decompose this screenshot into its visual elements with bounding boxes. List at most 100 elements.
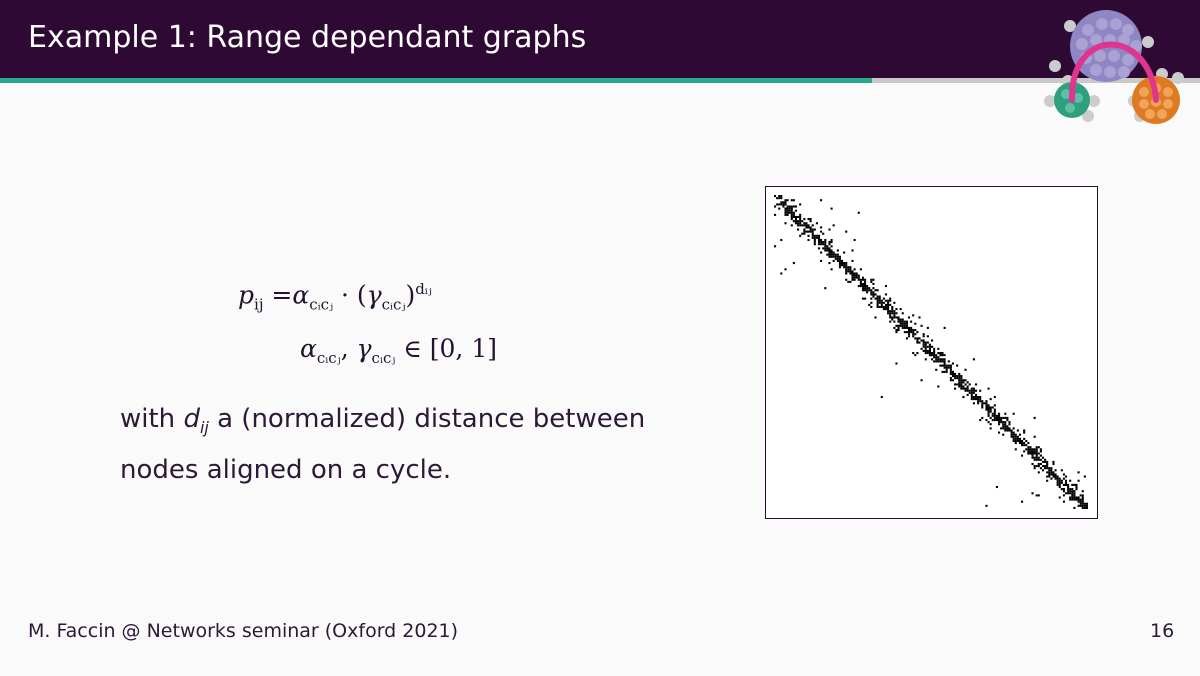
- matrix-cell: [809, 220, 812, 223]
- matrix-cell: [956, 375, 959, 378]
- matrix-cell: [922, 343, 925, 346]
- matrix-cell: [981, 416, 984, 419]
- matrix-cell: [1069, 496, 1072, 499]
- matrix-cell: [803, 230, 806, 233]
- matrix-cell: [1004, 423, 1007, 426]
- matrix-cell: [987, 421, 990, 424]
- matrix-cell: [891, 308, 894, 311]
- matrix-cell: [884, 308, 888, 311]
- matrix-cell: [941, 364, 944, 367]
- matrix-cell: [1058, 479, 1061, 482]
- matrix-cell: [905, 320, 908, 323]
- matrix-cell: [1069, 488, 1072, 491]
- matrix-cell: [834, 255, 837, 258]
- matrix-cell: [843, 266, 846, 269]
- matrix-cell: [1035, 452, 1038, 455]
- eq-alpha: α: [292, 280, 310, 310]
- matrix-cell: [939, 364, 942, 367]
- matrix-cell: [901, 326, 904, 329]
- matrix-cell: [1012, 431, 1015, 434]
- matrix-cell: [794, 215, 798, 219]
- matrix-cell: [834, 257, 837, 260]
- matrix-cell: [880, 299, 883, 302]
- matrix-cell: [878, 295, 881, 298]
- matrix-cell: [899, 324, 902, 327]
- matrix-cell: [845, 266, 848, 269]
- matrix-cell: [1054, 477, 1057, 480]
- matrix-cell: [910, 320, 913, 323]
- matrix-cell: [962, 387, 965, 390]
- matrix-cell: [817, 238, 821, 242]
- matrix-cell: [870, 280, 873, 283]
- matrix-cell: [828, 228, 831, 231]
- matrix-cell: [985, 504, 988, 507]
- matrix-cell: [910, 326, 913, 329]
- matrix-cell: [926, 345, 929, 348]
- matrix-cell: [817, 241, 821, 244]
- matrix-cell: [1027, 452, 1030, 455]
- matrix-cell: [836, 249, 839, 252]
- matrix-cell: [997, 418, 1001, 422]
- matrix-cell: [941, 370, 944, 373]
- matrix-cell: [949, 372, 952, 376]
- matrix-cell: [1062, 473, 1065, 476]
- matrix-cell: [1008, 423, 1011, 426]
- matrix-cell: [922, 339, 925, 342]
- matrix-cell: [943, 354, 946, 357]
- eq-gamma-sub: cᵢcⱼ: [381, 295, 406, 314]
- matrix-cell: [792, 220, 795, 223]
- matrix-cell: [884, 299, 888, 302]
- matrix-cell: [941, 360, 944, 363]
- matrix-cell: [1012, 437, 1015, 440]
- matrix-cell: [974, 393, 978, 396]
- matrix-cell: [1033, 458, 1036, 461]
- matrix-cell: [786, 205, 789, 208]
- matrix-cell: [1016, 435, 1019, 438]
- matrix-cell: [1069, 490, 1072, 493]
- matrix-cell: [1058, 477, 1061, 480]
- matrix-cell: [954, 375, 957, 378]
- matrix-cell: [987, 414, 990, 417]
- matrix-cell: [897, 328, 900, 332]
- matrix-cell: [780, 201, 783, 204]
- matrix-cell: [905, 326, 908, 329]
- matrix-cell: [830, 241, 833, 244]
- matrix-cell: [972, 402, 975, 405]
- matrix-cell: [970, 391, 973, 394]
- matrix-cell: [851, 270, 854, 273]
- matrix-cell: [937, 356, 940, 359]
- matrix-cell: [1058, 483, 1061, 486]
- matrix-cell: [1035, 454, 1038, 457]
- matrix-cell: [928, 349, 931, 352]
- matrix-cell: [1039, 448, 1042, 451]
- matrix-cell: [1035, 446, 1038, 449]
- matrix-cell: [1037, 458, 1040, 461]
- matrix-cell: [1050, 477, 1053, 480]
- matrix-cell: [893, 320, 896, 323]
- matrix-cell: [935, 360, 938, 363]
- matrix-cell: [1037, 452, 1040, 455]
- matrix-cell: [897, 326, 900, 329]
- matrix-cell: [1031, 462, 1034, 466]
- matrix-cell: [853, 274, 856, 277]
- matrix-cell: [878, 301, 881, 304]
- matrix-cell: [1039, 454, 1042, 457]
- matrix-cell: [1000, 416, 1003, 419]
- matrix-cell: [1060, 488, 1063, 491]
- matrix-cell: [958, 381, 961, 384]
- matrix-cell: [834, 253, 837, 256]
- matrix-cell: [943, 370, 946, 373]
- matrix-cell: [1069, 479, 1072, 482]
- matrix-cell: [989, 408, 992, 411]
- network-logo-icon: [1044, 10, 1184, 124]
- matrix-cell: [995, 414, 998, 417]
- matrix-cell: [828, 249, 831, 252]
- matrix-cell: [958, 379, 961, 382]
- matrix-cell: [820, 259, 823, 262]
- matrix-cell: [853, 276, 856, 279]
- matrix-cell: [1002, 416, 1005, 419]
- matrix-cell: [1062, 488, 1065, 491]
- matrix-cell: [1071, 498, 1074, 501]
- matrix-cell: [1058, 481, 1061, 484]
- matrix-cell: [989, 423, 992, 426]
